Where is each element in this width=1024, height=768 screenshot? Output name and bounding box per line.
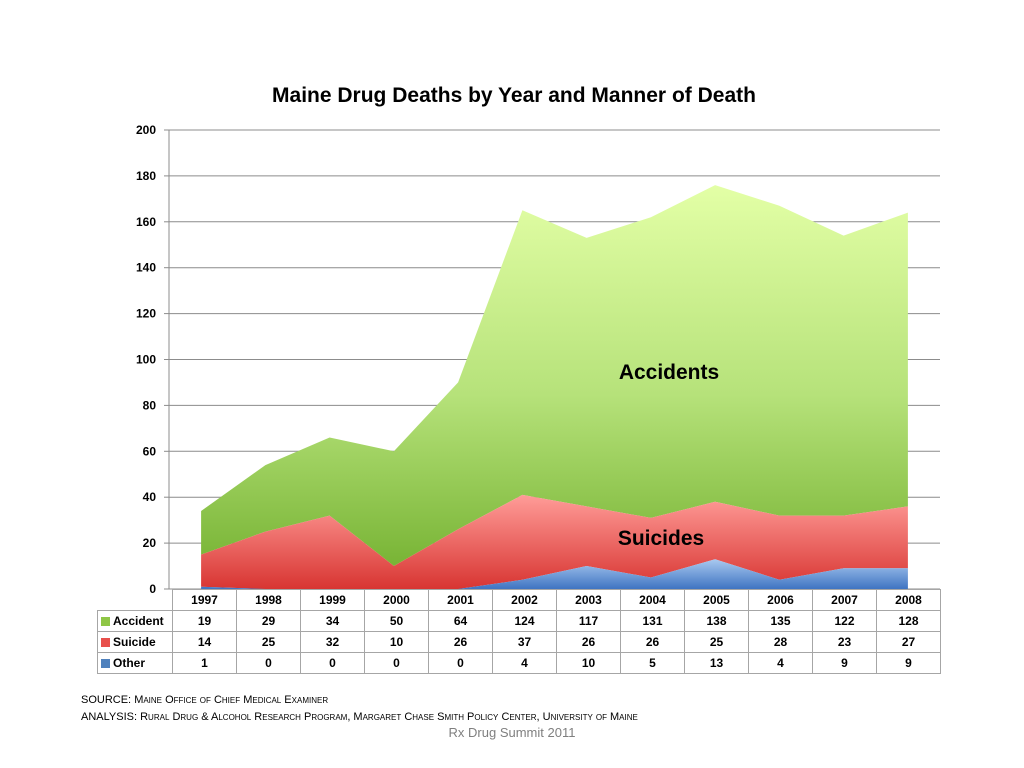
value-cell: 13 — [684, 652, 749, 674]
y-tick-label: 100 — [136, 353, 156, 367]
value-cell: 122 — [812, 610, 877, 632]
value-cell: 135 — [748, 610, 813, 632]
year-header-cell: 2006 — [748, 589, 813, 611]
value-cell: 10 — [556, 652, 621, 674]
analysis-prefix: ANALYSIS: — [81, 711, 141, 723]
data-table: 1997 1998 1999 2000 2001 2002 2003 2004 2005 2006… — [97, 589, 941, 674]
table-row-other: Other 1 0 0 0 0 4 10 5 13 4 9 9 — [97, 652, 941, 674]
value-cell: 26 — [620, 631, 685, 653]
year-header-cell: 2002 — [492, 589, 557, 611]
year-header-cell: 2007 — [812, 589, 877, 611]
value-cell: 64 — [428, 610, 493, 632]
year-header-cell: 1999 — [300, 589, 365, 611]
legend-swatch — [101, 617, 110, 626]
accidents-annotation: Accidents — [619, 361, 719, 384]
source-prefix: SOURCE: — [81, 694, 135, 706]
legend-label: Other — [113, 656, 146, 670]
value-cell: 14 — [172, 631, 237, 653]
value-cell: 19 — [172, 610, 237, 632]
value-cell: 4 — [748, 652, 813, 674]
legend-label: Accident — [113, 614, 164, 628]
legend-swatch — [101, 638, 110, 647]
year-header-cell: 1997 — [172, 589, 237, 611]
chart-title: Maine Drug Deaths by Year and Manner of … — [272, 84, 756, 107]
value-cell: 29 — [236, 610, 301, 632]
table-row-accident: Accident 19 29 34 50 64 124 117 131 138 135 122 128 — [97, 610, 941, 632]
value-cell: 25 — [236, 631, 301, 653]
suicides-annotation: Suicides — [618, 527, 704, 550]
value-cell: 23 — [812, 631, 877, 653]
value-cell: 124 — [492, 610, 557, 632]
y-tick-label: 40 — [143, 490, 157, 504]
value-cell: 50 — [364, 610, 429, 632]
year-header-cell: 2003 — [556, 589, 621, 611]
y-tick-label: 180 — [136, 169, 156, 183]
series-name-cell: Accident — [97, 610, 173, 632]
event-footer: Rx Drug Summit 2011 — [448, 725, 576, 740]
value-cell: 0 — [428, 652, 493, 674]
value-cell: 0 — [236, 652, 301, 674]
value-cell: 10 — [364, 631, 429, 653]
value-cell: 26 — [556, 631, 621, 653]
year-header-cell: 2005 — [684, 589, 749, 611]
y-tick-label: 140 — [136, 261, 156, 275]
y-tick-label: 60 — [143, 444, 157, 458]
area-suicide — [201, 494, 908, 589]
y-axis: 0 20 40 60 80 100 120 140 160 180 200 — [136, 123, 170, 596]
year-header-cell: 2004 — [620, 589, 685, 611]
value-cell: 4 — [492, 652, 557, 674]
year-header-cell: 2000 — [364, 589, 429, 611]
analysis-text: Rural Drug & Alcohol Research Program, M… — [140, 711, 638, 723]
area-series — [201, 185, 908, 589]
table-corner — [97, 589, 173, 611]
area-accident — [201, 185, 908, 566]
value-cell: 32 — [300, 631, 365, 653]
value-cell: 25 — [684, 631, 749, 653]
legend-label: Suicide — [113, 635, 156, 649]
value-cell: 1 — [172, 652, 237, 674]
value-cell: 131 — [620, 610, 685, 632]
value-cell: 37 — [492, 631, 557, 653]
year-header-cell: 2001 — [428, 589, 493, 611]
value-cell: 5 — [620, 652, 685, 674]
y-tick-label: 20 — [143, 536, 157, 550]
source-credit: SOURCE: Maine Office of Chief Medical Ex… — [81, 694, 328, 706]
year-header-cell: 1998 — [236, 589, 301, 611]
y-tick-label: 80 — [143, 398, 157, 412]
series-name-cell: Other — [97, 652, 173, 674]
y-tick-label: 0 — [149, 582, 156, 596]
area-other — [201, 559, 908, 589]
y-tick-label: 160 — [136, 215, 156, 229]
value-cell: 26 — [428, 631, 493, 653]
value-cell: 34 — [300, 610, 365, 632]
series-name-cell: Suicide — [97, 631, 173, 653]
source-text: Maine Office of Chief Medical Examiner — [134, 694, 329, 706]
analysis-credit: ANALYSIS: Rural Drug & Alcohol Research … — [81, 711, 638, 723]
table-header-row: 1997 1998 1999 2000 2001 2002 2003 2004 2005 2006… — [97, 589, 941, 611]
year-header-cell: 2008 — [876, 589, 941, 611]
legend-swatch — [101, 659, 110, 668]
value-cell: 9 — [812, 652, 877, 674]
value-cell: 0 — [300, 652, 365, 674]
y-tick-label: 200 — [136, 123, 156, 137]
value-cell: 138 — [684, 610, 749, 632]
value-cell: 9 — [876, 652, 941, 674]
value-cell: 128 — [876, 610, 941, 632]
value-cell: 28 — [748, 631, 813, 653]
value-cell: 27 — [876, 631, 941, 653]
stacked-area-chart: 0 20 40 60 80 100 120 140 160 180 200 Accidents Su… — [136, 123, 940, 596]
value-cell: 117 — [556, 610, 621, 632]
table-row-suicide: Suicide 14 25 32 10 26 37 26 26 25 28 23 27 — [97, 631, 941, 653]
y-tick-label: 120 — [136, 307, 156, 321]
value-cell: 0 — [364, 652, 429, 674]
